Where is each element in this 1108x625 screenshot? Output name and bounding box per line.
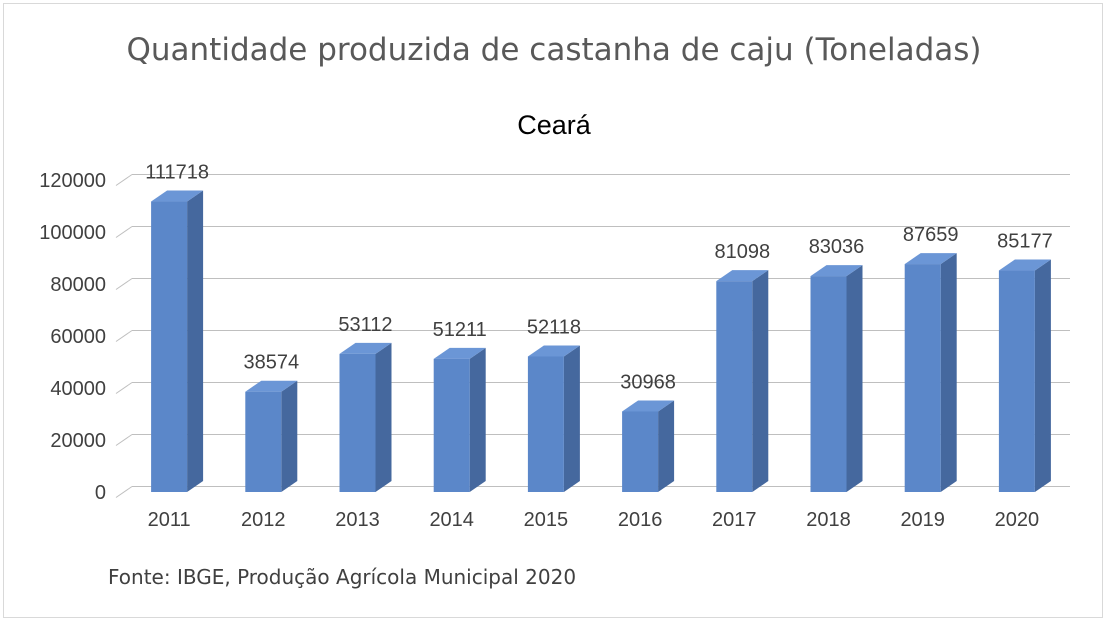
data-label: 85177 [997,231,1053,253]
data-label: 53112 [338,314,392,336]
bar-2020 [998,259,1051,492]
bar-2018 [810,265,863,492]
bar-2016 [622,400,675,492]
bar-top [904,253,957,265]
bar-top [433,347,486,359]
bar-2017 [716,270,769,492]
bar-side [940,253,957,492]
bar-top [151,190,204,202]
bar-top [622,400,675,412]
y-axis-ticks: 0 20000 40000 60000 80000 100000 120000 [39,170,106,504]
x-axis-categories: 2011 2012 2013 2014 2015 2016 2017 2018 2019 2020 [148,509,1040,531]
data-labels: 111718 38574 53112 51211 52118 30968 81098 8303… [145,162,1053,394]
gridline-diag [115,278,133,290]
data-label: 38574 [243,352,299,374]
bar-front [527,356,564,492]
data-label: 83036 [809,236,865,258]
bar-side [658,400,675,492]
x-category-label: 2017 [712,509,757,531]
x-category-label: 2018 [806,509,851,531]
bar-2013 [339,342,392,492]
gridline-diag [115,330,133,342]
bar-front [151,201,188,492]
bar-front [716,281,753,492]
bar-2015 [527,345,580,492]
bar-side [469,347,486,492]
y-tick-label: 60000 [50,326,106,348]
y-tick-label: 120000 [39,170,106,192]
bars [151,190,1051,492]
y-tick-label: 20000 [50,430,106,452]
bar-side [281,380,298,492]
bar-top [716,270,769,282]
bar-top [339,342,392,354]
gridline-diag [115,486,133,498]
y-tick-label: 40000 [50,378,106,400]
chart-title: Quantidade produzida de castanha de caju… [126,32,982,68]
bar-front [904,264,941,492]
gridline-diag [115,382,133,394]
x-category-label: 2020 [995,509,1040,531]
bar-side [375,342,392,492]
x-category-label: 2014 [429,509,474,531]
data-label: 81098 [714,241,770,263]
data-label: 87659 [903,224,959,246]
bar-front [622,411,659,492]
bar-top [245,380,298,392]
y-tick-label: 80000 [50,274,106,296]
x-category-label: 2013 [335,509,380,531]
bar-2011 [151,190,204,492]
bar-top [810,265,863,277]
x-category-label: 2011 [148,509,191,531]
gridline-diag [115,226,133,238]
bar-side [1034,259,1051,492]
bar-top [998,259,1051,271]
bar-2014 [433,347,486,492]
bar-2012 [245,380,298,492]
data-label: 30968 [620,371,676,393]
bar-side [752,270,769,492]
x-category-label: 2016 [618,509,663,531]
chart-subtitle: Ceará [517,110,591,140]
gridline-diag [115,174,133,186]
bar-front [339,353,376,492]
y-tick-label: 0 [95,482,106,504]
bar-front [998,270,1035,492]
source-note: Fonte: IBGE, Produção Agrícola Municipal… [108,565,577,589]
bar-side [846,265,863,492]
bar-side [563,345,580,492]
y-tick-label: 100000 [39,222,106,244]
data-label: 52118 [527,316,581,338]
gridline-diag [115,434,133,446]
data-label: 51211 [433,319,487,341]
data-label: 111718 [145,162,209,184]
bar-front [245,391,282,492]
x-category-label: 2015 [524,509,569,531]
bar-front [810,276,847,492]
bar-2019 [904,253,957,492]
bar-top [527,345,580,357]
x-category-label: 2012 [241,509,286,531]
bar-front [433,358,470,492]
bar-side [187,190,204,492]
x-category-label: 2019 [900,509,945,531]
